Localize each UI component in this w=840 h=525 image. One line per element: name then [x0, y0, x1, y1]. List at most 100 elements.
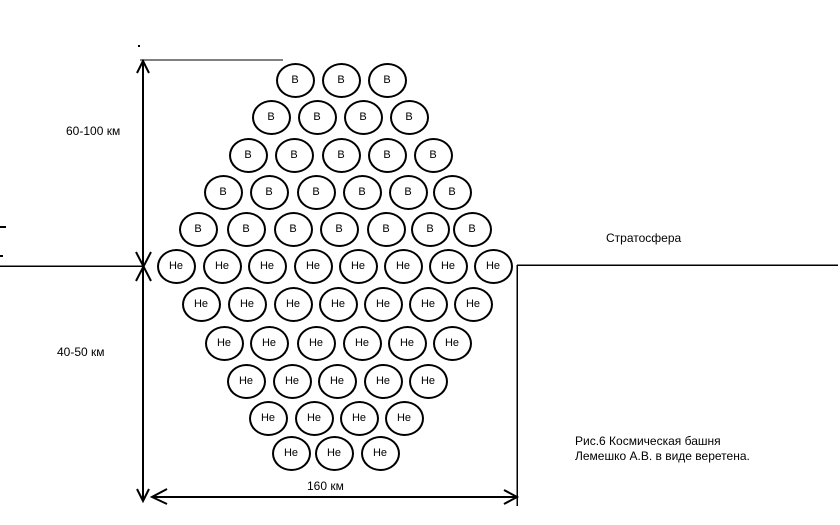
balloon-gas-label: В — [358, 185, 366, 198]
balloon-gas-label: Не — [375, 374, 391, 387]
balloon-gas-label: В — [468, 222, 476, 235]
helium-balloon: Не — [204, 325, 244, 361]
helium-balloon: Не — [360, 435, 400, 471]
balloon-gas-label: Не — [216, 336, 232, 349]
balloon-gas-label: В — [242, 222, 250, 235]
balloon-gas-label: Не — [330, 297, 346, 310]
balloon-gas-label: Не — [375, 297, 391, 310]
balloon-gas-label: Не — [239, 297, 255, 310]
hydrogen-balloon: В — [342, 174, 382, 210]
balloon-gas-label: В — [405, 110, 413, 123]
balloon-gas-label: В — [289, 222, 297, 235]
helium-balloon: Не — [363, 286, 403, 322]
balloon-gas-label: В — [337, 73, 345, 86]
helium-balloon: Не — [249, 325, 289, 361]
hydrogen-balloon: В — [389, 99, 429, 135]
balloon-gas-label: Не — [260, 411, 276, 424]
helium-balloon: Не — [342, 325, 382, 361]
helium-balloon: Не — [314, 435, 354, 471]
hydrogen-balloon: В — [432, 174, 472, 210]
helium-balloon: Не — [453, 286, 493, 322]
balloon-gas-label: Не — [259, 259, 275, 272]
balloon-gas-label: Не — [485, 259, 501, 272]
midpoint-cross-arrowhead-b — [135, 251, 152, 282]
hydrogen-balloon: В — [203, 174, 243, 210]
balloon-gas-label: Не — [261, 336, 277, 349]
hydrogen-balloon: В — [251, 99, 291, 135]
stray-dash-upper — [0, 226, 6, 228]
balloon-gas-label: Не — [420, 374, 436, 387]
balloon-gas-label: В — [312, 185, 320, 198]
balloon-gas-label: Не — [193, 297, 209, 310]
hydrogen-balloon: В — [413, 137, 453, 173]
width-arrow-right — [503, 489, 520, 505]
hydrogen-balloon: В — [249, 174, 289, 210]
balloon-gas-label: Не — [283, 446, 299, 459]
balloon-gas-label: Не — [350, 259, 366, 272]
balloon-gas-label: Не — [372, 446, 388, 459]
balloon-gas-label: В — [291, 73, 299, 86]
lower-height-label: 40-50 км — [57, 345, 105, 359]
base-width-label: 160 км — [307, 479, 344, 493]
helium-balloon: Не — [294, 400, 334, 436]
helium-balloon: Не — [408, 286, 448, 322]
helium-balloon: Не — [227, 286, 267, 322]
balloon-gas-label: В — [194, 222, 202, 235]
hydrogen-balloon: В — [366, 211, 406, 247]
upper-height-label: 60-100 км — [66, 124, 121, 138]
hydrogen-balloon: В — [178, 211, 218, 247]
balloon-gas-label: Не — [354, 336, 370, 349]
hydrogen-balloon: В — [367, 137, 407, 173]
hydrogen-balloon: В — [275, 62, 315, 98]
stray-dot — [138, 45, 140, 47]
hydrogen-balloon: В — [319, 211, 359, 247]
balloon-gas-label: В — [219, 185, 227, 198]
helium-balloon: Не — [387, 325, 427, 361]
helium-balloon: Не — [408, 363, 448, 399]
hydrogen-balloon: В — [296, 174, 336, 210]
balloon-gas-label: Не — [306, 411, 322, 424]
balloon-gas-label: Не — [329, 374, 345, 387]
balloon-gas-label: Не — [305, 259, 321, 272]
balloon-gas-label: Не — [440, 259, 456, 272]
stratosphere-label: Стратосфера — [606, 231, 682, 245]
balloon-gas-label: В — [267, 110, 275, 123]
helium-balloon: Не — [273, 286, 313, 322]
figure-caption: Рис.6 Космическая башня Лемешко А.В. в в… — [575, 434, 750, 464]
down-arrowhead — [136, 488, 150, 504]
helium-balloon: Не — [271, 435, 311, 471]
balloon-gas-label: В — [359, 110, 367, 123]
hydrogen-balloon: В — [297, 99, 337, 135]
helium-balloon: Не — [181, 286, 221, 322]
hydrogen-balloon: В — [273, 211, 313, 247]
balloon-gas-label: В — [383, 148, 391, 161]
helium-balloon: Не — [384, 400, 424, 436]
balloon-gas-label: В — [404, 185, 412, 198]
balloon-gas-label: Не — [308, 336, 324, 349]
balloon-gas-label: В — [290, 148, 298, 161]
balloon-gas-label: В — [382, 222, 390, 235]
balloon-gas-label: Не — [399, 336, 415, 349]
balloon-gas-label: Не — [444, 336, 460, 349]
hydrogen-balloon: В — [343, 99, 383, 135]
helium-balloon: Не — [293, 248, 333, 284]
helium-balloon: Не — [473, 248, 513, 284]
helium-balloon: Не — [156, 248, 196, 284]
helium-balloon: Не — [317, 363, 357, 399]
balloon-gas-label: Не — [465, 297, 481, 310]
balloon-gas-label: В — [265, 185, 273, 198]
balloon-gas-label: В — [429, 148, 437, 161]
up-arrowhead — [136, 58, 150, 74]
balloon-gas-label: В — [244, 148, 252, 161]
caption-line-2: Лемешко А.В. в виде веретена. — [575, 449, 750, 463]
hydrogen-balloon: В — [228, 137, 268, 173]
balloon-gas-label: В — [426, 222, 434, 235]
hydrogen-balloon: В — [410, 211, 450, 247]
helium-balloon: Не — [363, 363, 403, 399]
hydrogen-balloon: В — [226, 211, 266, 247]
balloon-gas-label: В — [335, 222, 343, 235]
helium-balloon: Не — [339, 400, 379, 436]
stray-dash-lower — [0, 255, 3, 257]
